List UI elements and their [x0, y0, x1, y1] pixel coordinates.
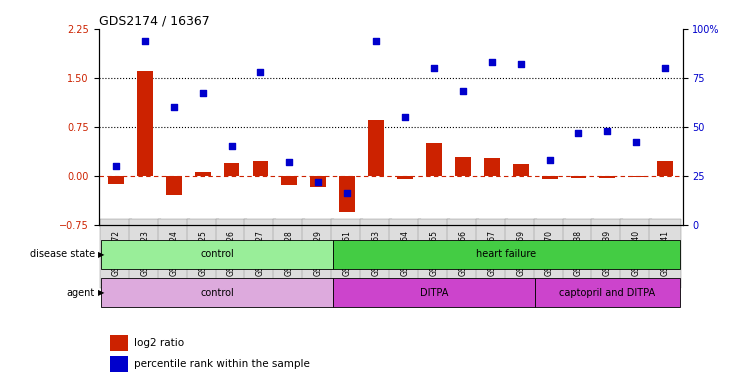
Bar: [657, 161, 673, 176]
Text: agent: agent: [66, 288, 95, 298]
Point: [342, 190, 353, 196]
Point: [457, 88, 469, 94]
Point: [428, 65, 439, 71]
Point: [659, 65, 671, 71]
Bar: [281, 176, 297, 185]
Point: [572, 129, 584, 136]
Bar: [333, 278, 535, 308]
Bar: [629, 176, 645, 177]
Bar: [426, 143, 442, 176]
Point: [283, 159, 295, 165]
Bar: [166, 176, 182, 195]
Point: [370, 38, 382, 44]
Bar: [195, 172, 210, 176]
Bar: [223, 163, 239, 176]
Text: log2 ratio: log2 ratio: [134, 338, 184, 348]
Point: [486, 59, 498, 65]
Text: heart failure: heart failure: [476, 249, 537, 260]
Bar: [535, 278, 680, 308]
Text: disease state: disease state: [30, 249, 95, 260]
Bar: [110, 356, 128, 372]
Bar: [108, 176, 124, 184]
Point: [139, 38, 150, 44]
Text: control: control: [200, 288, 234, 298]
Point: [515, 61, 526, 67]
Point: [544, 157, 556, 163]
Bar: [368, 120, 384, 176]
Point: [631, 139, 642, 146]
Bar: [101, 278, 333, 308]
Point: [255, 69, 266, 75]
Point: [197, 90, 209, 96]
Bar: [455, 157, 471, 176]
Point: [312, 179, 324, 185]
Text: percentile rank within the sample: percentile rank within the sample: [134, 359, 310, 369]
Point: [110, 163, 122, 169]
Point: [168, 104, 180, 110]
Text: ▶: ▶: [98, 250, 104, 259]
Bar: [110, 335, 128, 351]
Bar: [484, 158, 500, 176]
Bar: [571, 176, 586, 178]
Text: ▶: ▶: [98, 288, 104, 297]
Bar: [512, 164, 529, 176]
Bar: [542, 176, 558, 179]
Point: [602, 127, 613, 134]
Text: control: control: [200, 249, 234, 260]
Text: captopril and DITPA: captopril and DITPA: [559, 288, 656, 298]
Text: GDS2174 / 16367: GDS2174 / 16367: [99, 15, 210, 28]
Bar: [253, 161, 269, 176]
Bar: [137, 71, 153, 176]
Bar: [599, 176, 615, 178]
Point: [226, 143, 237, 149]
Bar: [339, 176, 355, 212]
Text: DITPA: DITPA: [420, 288, 448, 298]
Point: [399, 114, 411, 120]
Bar: [310, 176, 326, 187]
Bar: [101, 240, 333, 269]
Bar: [397, 176, 413, 179]
Bar: [333, 240, 680, 269]
